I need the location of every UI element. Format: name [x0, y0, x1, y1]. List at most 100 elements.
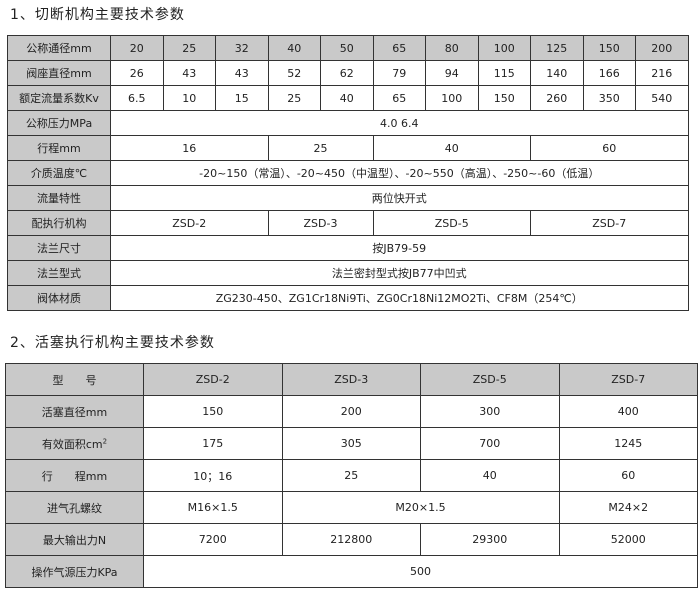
table-row-material: 阀体材质 ZG230-450、ZG1Cr18Ni9Ti、ZG0Cr18Ni12MO… [7, 285, 689, 311]
row-label: 活塞直径mm [5, 395, 144, 428]
row-label: 阀体材质 [7, 285, 111, 311]
table-cell: ZSD-3 [281, 363, 421, 396]
table-cell: 40 [372, 135, 531, 161]
table-cell: ZSD-2 [143, 363, 283, 396]
table-cell: 两位快开式 [110, 185, 689, 211]
row-label-text: 行 程mm [41, 469, 108, 483]
table-row-kv: 额定流量系数Kv 6.5 10 15 25 40 65 100 150 260 350 540 [7, 85, 689, 111]
table-cell: 52 [267, 60, 321, 86]
valve-spec-table: 公称通径mm 20 25 32 40 50 65 80 100 125 150 200 阀座直径mm 26… [7, 35, 689, 311]
table-row-thread: 进气孔螺纹 M16×1.5 M20×1.5 M24×2 [5, 491, 698, 524]
table-row-flow: 流量特性 两位快开式 [7, 185, 689, 211]
table-cell: 216 [635, 60, 689, 86]
table-cell: 43 [162, 60, 216, 86]
table-cell: 65 [372, 85, 426, 111]
table-cell: 350 [582, 85, 636, 111]
row-label-text: 有效面积cm [41, 437, 103, 451]
table-cell: 40 [320, 85, 374, 111]
table-cell: 65 [372, 35, 426, 61]
table-cell: 94 [425, 60, 479, 86]
table-cell: 115 [477, 60, 531, 86]
row-label: 公称压力MPa [7, 110, 111, 136]
row-label-text: 最大输出力N [42, 533, 107, 547]
table-cell: 100 [425, 85, 479, 111]
table-row-area: 有效面积cm2 175 305 700 1245 [5, 427, 698, 460]
table-cell: 500 [143, 555, 698, 588]
row-label: 最大输出力N [5, 523, 144, 556]
actuator-spec-table: 型 号 ZSD-2 ZSD-3 ZSD-5 ZSD-7 活塞直径mm 150 200 300 40… [5, 363, 698, 588]
table-row-stroke: 行程mm 16 25 40 60 [7, 135, 689, 161]
table-cell: M16×1.5 [143, 491, 283, 524]
table-cell: 50 [320, 35, 374, 61]
superscript: 2 [102, 436, 108, 445]
table-cell: ZSD-7 [558, 363, 698, 396]
table-row-flange_type: 法兰型式 法兰密封型式按JB77中凹式 [7, 260, 689, 286]
table-row-force: 最大输出力N 7200 212800 29300 52000 [5, 523, 698, 556]
table-cell: 40 [267, 35, 321, 61]
table-cell: 150 [143, 395, 283, 428]
table-cell: 540 [635, 85, 689, 111]
table-cell: 125 [530, 35, 584, 61]
row-label: 介质温度℃ [7, 160, 111, 186]
table-cell: ZSD-5 [420, 363, 560, 396]
row-label: 操作气源压力KPa [5, 555, 144, 588]
table-cell: 100 [477, 35, 531, 61]
table-cell: 300 [420, 395, 560, 428]
table-cell: 79 [372, 60, 426, 86]
table-row-air: 操作气源压力KPa 500 [5, 555, 698, 588]
table-cell: M24×2 [558, 491, 698, 524]
table-row-model: 型 号 ZSD-2 ZSD-3 ZSD-5 ZSD-7 [5, 363, 698, 396]
table-cell: 200 [281, 395, 421, 428]
row-label: 有效面积cm2 [5, 427, 144, 460]
table-cell: 150 [477, 85, 531, 111]
table-row-temp: 介质温度℃ -20~150（常温）、-20~450（中温型）、-20~550（高温… [7, 160, 689, 186]
table-cell: 200 [635, 35, 689, 61]
row-label: 配执行机构 [7, 210, 111, 236]
table-cell: -20~150（常温）、-20~450（中温型）、-20~550（高温）、-25… [110, 160, 689, 186]
row-label-text: 法兰型式 [37, 267, 81, 280]
table-cell: 80 [425, 35, 479, 61]
table-cell: 40 [420, 459, 560, 492]
row-label-text: 阀体材质 [37, 292, 81, 305]
table-row-dn: 公称通径mm 20 25 32 40 50 65 80 100 125 150 200 [7, 35, 689, 61]
table-row-piston: 活塞直径mm 150 200 300 400 [5, 395, 698, 428]
table-cell: 150 [582, 35, 636, 61]
table-cell: 25 [267, 85, 321, 111]
row-label-text: 活塞直径mm [41, 405, 108, 419]
table-cell: 26 [110, 60, 164, 86]
table-cell: 按JB79-59 [110, 235, 689, 261]
table-cell: M20×1.5 [281, 491, 560, 524]
table-cell: 32 [215, 35, 269, 61]
table-cell: 15 [215, 85, 269, 111]
table-cell: 175 [143, 427, 283, 460]
table-cell: 400 [558, 395, 698, 428]
row-label: 行 程mm [5, 459, 144, 492]
table-cell: 212800 [281, 523, 421, 556]
table-cell: 305 [281, 427, 421, 460]
section1-title: 1、切断机构主要技术参数 [10, 7, 185, 23]
row-label: 阀座直径mm [7, 60, 111, 86]
row-label: 流量特性 [7, 185, 111, 211]
row-label-text: 公称压力MPa [25, 117, 93, 130]
table-cell: 10 [162, 85, 216, 111]
table-cell: 6.5 [110, 85, 164, 111]
table-cell: 10；16 [143, 459, 283, 492]
table-cell: 20 [110, 35, 164, 61]
row-label-text: 型 号 [52, 373, 97, 387]
table-cell: ZG230-450、ZG1Cr18Ni9Ti、ZG0Cr18Ni12MO2Ti、… [110, 285, 689, 311]
table-cell: 1245 [558, 427, 698, 460]
row-label-text: 介质温度℃ [30, 167, 88, 180]
table-cell: 700 [420, 427, 560, 460]
row-label-text: 进气孔螺纹 [47, 501, 102, 515]
table-cell: ZSD-7 [530, 210, 689, 236]
table-cell: 25 [281, 459, 421, 492]
row-label: 法兰型式 [7, 260, 111, 286]
table-row-seat: 阀座直径mm 26 43 43 52 62 79 94 115 140 166 216 [7, 60, 689, 86]
row-label: 法兰尺寸 [7, 235, 111, 261]
row-label-text: 操作气源压力KPa [31, 565, 118, 579]
table-cell: 25 [162, 35, 216, 61]
table-cell: 62 [320, 60, 374, 86]
row-label: 公称通径mm [7, 35, 111, 61]
table-cell: ZSD-3 [267, 210, 374, 236]
table-cell: 4.0 6.4 [110, 110, 689, 136]
